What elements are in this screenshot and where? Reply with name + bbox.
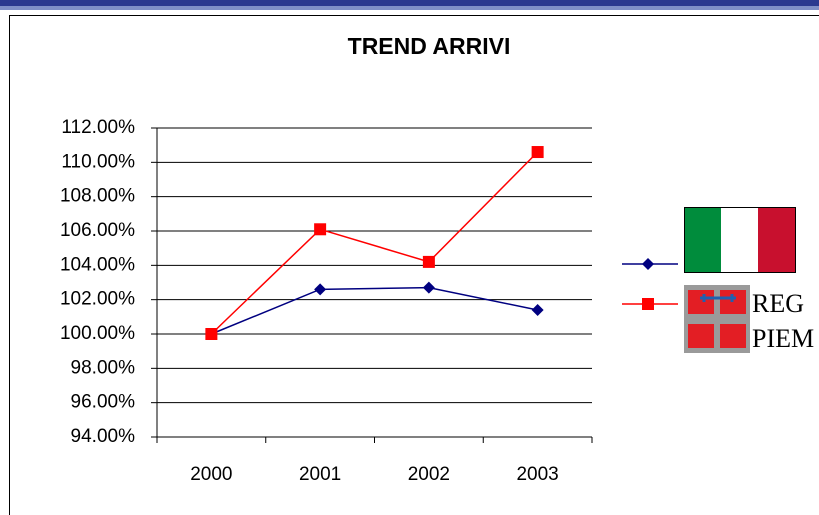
y-tick-label: 108.00%: [60, 186, 135, 207]
flag-red: [758, 207, 796, 273]
x-tick-label: 2000: [190, 464, 232, 485]
logo-text: REG: [752, 289, 804, 318]
y-tick-label: 112.00%: [61, 117, 135, 138]
top-bar-shadow: [0, 6, 819, 10]
logo-square: [688, 290, 714, 314]
y-tick-label: 102.00%: [60, 289, 135, 310]
point: [422, 255, 435, 268]
point: [422, 281, 435, 294]
legend: REG PIEM: [684, 207, 814, 353]
y-tick-label: 104.00%: [60, 254, 135, 275]
point: [531, 303, 544, 316]
series-line: [210, 151, 539, 335]
x-tick-label: 2002: [408, 464, 450, 485]
point: [531, 146, 544, 159]
logo-square: [688, 324, 714, 348]
chart-title: TREND ARRIVI: [348, 33, 511, 59]
top-bar: [0, 0, 819, 6]
y-tick-label: 94.00%: [71, 426, 136, 447]
point: [205, 328, 218, 340]
y-tick-label: 106.00%: [60, 220, 135, 241]
legend-logo-piemonte: REG PIEM: [684, 285, 814, 353]
series-line: [211, 286, 538, 335]
legend-flag-italy: [684, 207, 796, 273]
logo-square: [720, 324, 746, 348]
x-tick-label: 2003: [516, 464, 558, 485]
point: [314, 283, 327, 296]
y-tick-label: 110.00%: [61, 151, 135, 172]
legend-marker: [642, 258, 654, 270]
y-tick-label: 96.00%: [71, 392, 136, 413]
logo-text: PIEM: [752, 324, 814, 353]
flag-green: [684, 207, 721, 273]
y-tick-label: 100.00%: [60, 323, 135, 344]
logo-crown: [700, 294, 736, 302]
x-tick-label: 2001: [299, 464, 341, 485]
legend-marker: [642, 298, 654, 310]
flag-border: [684, 207, 796, 273]
flag-white: [721, 207, 758, 273]
point: [314, 223, 327, 236]
y-tick-label: 98.00%: [71, 357, 136, 378]
